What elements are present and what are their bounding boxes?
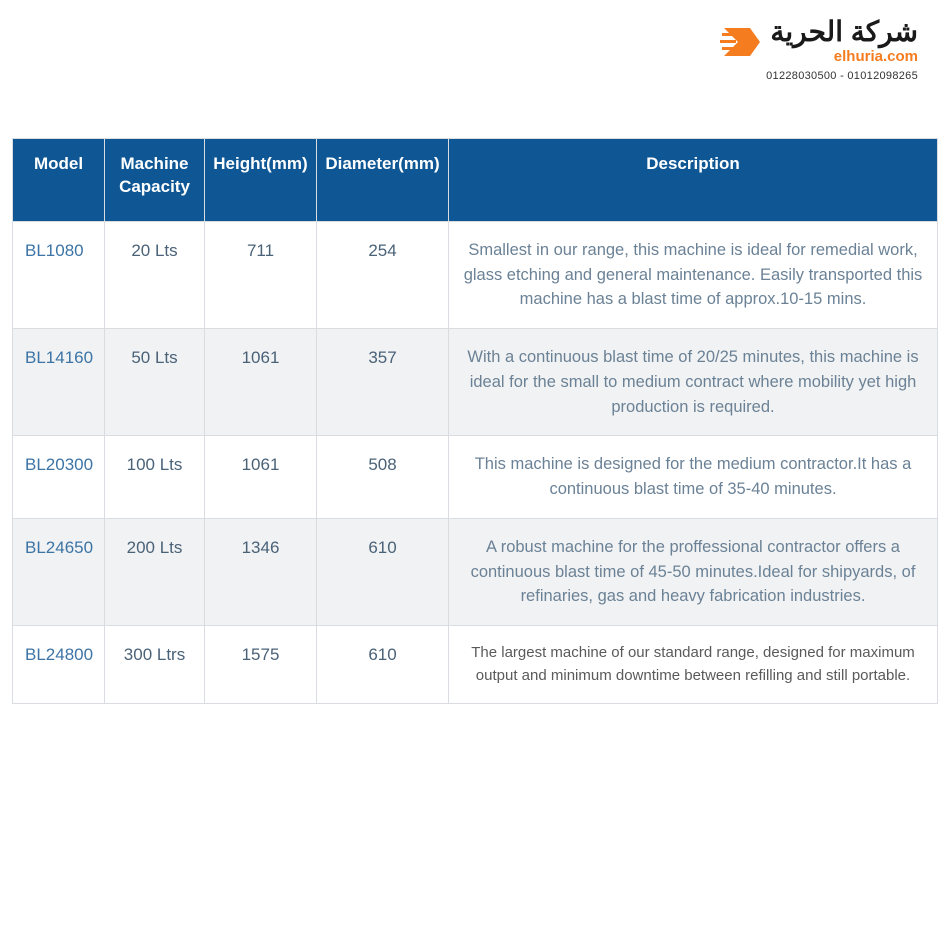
table-body: BL1080 20 Lts 711 254 Smallest in our ra…: [13, 221, 938, 703]
cell-diameter: 610: [317, 518, 449, 625]
specs-table-container: Model Machine Capacity Height(mm) Diamet…: [12, 138, 938, 704]
cell-model: BL24650: [13, 518, 105, 625]
cell-model: BL20300: [13, 436, 105, 519]
brand-domain: elhuria.com: [770, 48, 918, 66]
brand-phones: 01228030500 - 01012098265: [720, 70, 918, 82]
col-header-description: Description: [449, 139, 938, 222]
table-row: BL14160 50 Lts 1061 357 With a continuou…: [13, 329, 938, 436]
cell-diameter: 610: [317, 626, 449, 704]
cell-description: The largest machine of our standard rang…: [449, 626, 938, 704]
cell-model: BL1080: [13, 221, 105, 328]
brand-name-arabic: شركة الحرية: [770, 18, 918, 46]
table-row: BL24650 200 Lts 1346 610 A robust machin…: [13, 518, 938, 625]
specs-table: Model Machine Capacity Height(mm) Diamet…: [12, 138, 938, 704]
col-header-capacity: Machine Capacity: [105, 139, 205, 222]
cell-capacity: 100 Lts: [105, 436, 205, 519]
cell-height: 1575: [205, 626, 317, 704]
col-header-height: Height(mm): [205, 139, 317, 222]
table-header-row: Model Machine Capacity Height(mm) Diamet…: [13, 139, 938, 222]
cell-description: This machine is designed for the medium …: [449, 436, 938, 519]
cell-diameter: 357: [317, 329, 449, 436]
cell-model: BL14160: [13, 329, 105, 436]
col-header-model: Model: [13, 139, 105, 222]
cell-description: With a continuous blast time of 20/25 mi…: [449, 329, 938, 436]
cell-description: A robust machine for the proffessional c…: [449, 518, 938, 625]
cell-description: Smallest in our range, this machine is i…: [449, 221, 938, 328]
cell-capacity: 20 Lts: [105, 221, 205, 328]
cell-height: 1346: [205, 518, 317, 625]
cell-diameter: 254: [317, 221, 449, 328]
logo-mark-icon: [720, 22, 764, 62]
cell-capacity: 200 Lts: [105, 518, 205, 625]
brand-logo: شركة الحرية elhuria.com 01228030500 - 01…: [720, 18, 918, 82]
table-row: BL1080 20 Lts 711 254 Smallest in our ra…: [13, 221, 938, 328]
cell-capacity: 50 Lts: [105, 329, 205, 436]
cell-capacity: 300 Ltrs: [105, 626, 205, 704]
table-row: BL20300 100 Lts 1061 508 This machine is…: [13, 436, 938, 519]
table-row: BL24800 300 Ltrs 1575 610 The largest ma…: [13, 626, 938, 704]
col-header-diameter: Diameter(mm): [317, 139, 449, 222]
cell-height: 1061: [205, 329, 317, 436]
cell-height: 711: [205, 221, 317, 328]
cell-height: 1061: [205, 436, 317, 519]
cell-diameter: 508: [317, 436, 449, 519]
cell-model: BL24800: [13, 626, 105, 704]
